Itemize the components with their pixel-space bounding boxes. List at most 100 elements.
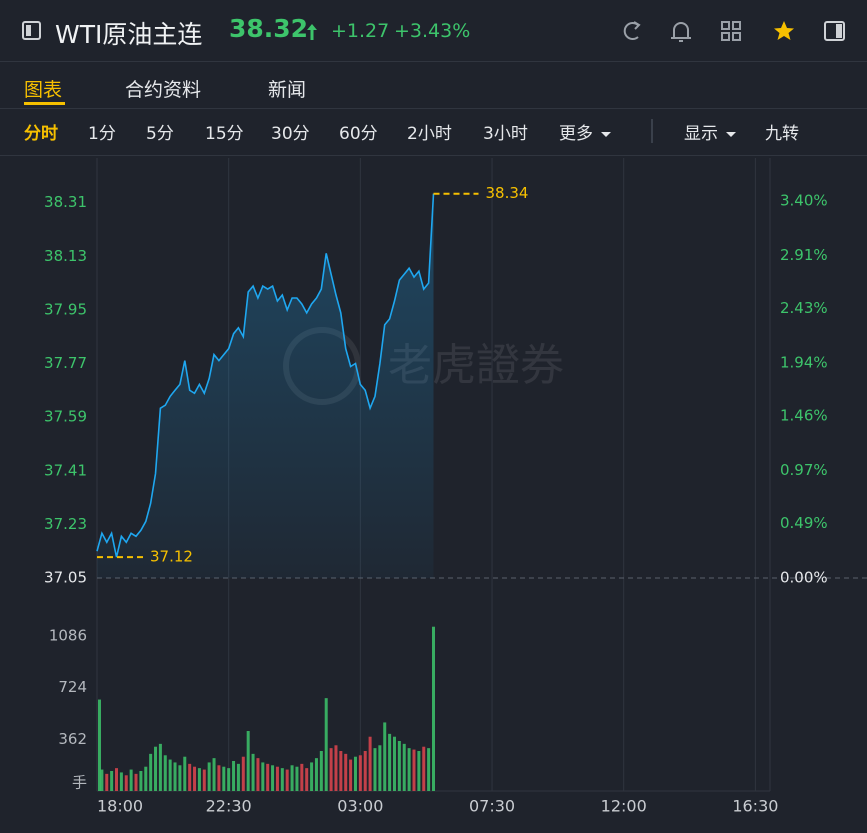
- volume-bar: [227, 768, 231, 791]
- volume-bar: [212, 758, 216, 791]
- period-button[interactable]: 60分: [339, 124, 378, 144]
- volume-bar: [266, 763, 270, 791]
- price-change-pct: +3.43%: [394, 20, 471, 42]
- y-tick-label: 37.41: [44, 461, 87, 479]
- alert-icon[interactable]: [671, 22, 691, 42]
- price-area: [97, 193, 434, 578]
- y-tick-label: 37.95: [44, 300, 87, 318]
- tab-news[interactable]: 新闻: [268, 79, 307, 101]
- refresh-icon[interactable]: [623, 21, 641, 40]
- volume-bar: [158, 743, 162, 791]
- divider: [0, 155, 867, 156]
- volume-bar: [232, 761, 236, 791]
- y2-tick-label: 1.46%: [780, 407, 828, 425]
- volume-bar: [417, 751, 421, 791]
- volume-tick-label: 724: [58, 678, 87, 696]
- nine-turn-button[interactable]: 九转: [765, 124, 799, 144]
- x-tick-label: 18:00: [97, 797, 143, 816]
- last-price: 38.32: [229, 14, 309, 43]
- period-button[interactable]: 3小时: [483, 124, 528, 144]
- x-tick-label: 03:00: [337, 797, 383, 816]
- volume-bar: [305, 768, 309, 791]
- volume-bar: [432, 626, 435, 791]
- volume-bar: [124, 775, 128, 791]
- tab-contract[interactable]: 合约资料: [125, 79, 202, 101]
- y2-tick-label: 2.91%: [780, 246, 828, 264]
- volume-bar: [193, 766, 197, 791]
- volume-bar: [217, 765, 221, 791]
- tab-underline: [24, 102, 65, 105]
- volume-bar: [314, 758, 318, 791]
- y2-tick-label: 2.43%: [780, 299, 828, 317]
- volume-tick-label: 1086: [49, 626, 87, 644]
- volume-bar: [358, 755, 362, 791]
- volume-bar: [407, 748, 411, 791]
- volume-bar: [363, 751, 367, 791]
- layout-icon[interactable]: [721, 21, 741, 41]
- y2-tick-label: 3.40%: [780, 192, 828, 210]
- x-tick-label: 12:00: [601, 797, 647, 816]
- volume-unit: 手: [72, 774, 87, 792]
- y-tick-label: 37.77: [44, 354, 87, 372]
- volume-bar: [139, 771, 143, 791]
- volume-bar: [368, 736, 372, 791]
- volume-bar: [275, 766, 279, 791]
- period-button[interactable]: 5分: [146, 124, 174, 144]
- period-button[interactable]: 1分: [88, 124, 116, 144]
- period-button[interactable]: 分时: [24, 124, 58, 144]
- volume-bar: [100, 769, 104, 791]
- more-dropdown[interactable]: 更多: [559, 119, 611, 144]
- volume-bar: [310, 762, 314, 791]
- period-button[interactable]: 30分: [271, 124, 310, 144]
- y-tick-label: 37.23: [44, 515, 87, 533]
- favorite-icon[interactable]: [774, 21, 794, 40]
- volume-bar: [202, 769, 206, 791]
- toolbar-icons: [623, 21, 845, 42]
- volume-bar: [397, 741, 401, 791]
- volume-bar: [388, 733, 392, 791]
- volume-bar: [280, 768, 284, 791]
- y-tick-label: 37.59: [44, 408, 87, 426]
- volume-bar: [295, 766, 299, 791]
- x-tick-label: 16:30: [732, 797, 778, 816]
- divider: [0, 61, 867, 62]
- volume-bar: [110, 771, 114, 791]
- period-button[interactable]: 2小时: [407, 124, 452, 144]
- volume-bar: [98, 699, 101, 791]
- volume-bar: [378, 745, 382, 791]
- volume-bar: [154, 746, 158, 791]
- display-dropdown[interactable]: 显示: [684, 119, 736, 144]
- volume-bar: [261, 762, 265, 791]
- volume-bar: [383, 722, 387, 791]
- y-tick-label: 38.13: [44, 247, 87, 265]
- volume-bar: [412, 749, 416, 791]
- volume-bar: [344, 753, 348, 791]
- period-button[interactable]: 15分: [205, 124, 244, 144]
- volume-bar: [300, 763, 304, 791]
- volume-bar: [334, 745, 338, 791]
- volume-bar: [324, 698, 328, 791]
- panel-icon[interactable]: [824, 21, 845, 41]
- volume-bar: [256, 758, 260, 791]
- volume-bar: [173, 762, 177, 791]
- high-label: 38.34: [486, 184, 529, 202]
- volume-bar: [134, 773, 138, 791]
- volume-bar: [105, 773, 109, 791]
- volume-bar: [339, 751, 343, 791]
- volume-bar: [319, 751, 323, 791]
- tab-chart[interactable]: 图表: [24, 79, 63, 101]
- up-arrow: [307, 24, 317, 40]
- volume-bar: [427, 748, 431, 791]
- volume-bar: [183, 756, 187, 791]
- volume-bar: [188, 763, 192, 791]
- y-tick-label: 38.31: [44, 193, 87, 211]
- volume-bar: [129, 769, 133, 791]
- volume-bar: [168, 759, 172, 791]
- volume-bar: [207, 762, 211, 791]
- divider: [0, 108, 867, 109]
- volume-bar: [246, 731, 250, 791]
- volume-bar: [197, 768, 201, 791]
- menu-icon[interactable]: [22, 21, 41, 40]
